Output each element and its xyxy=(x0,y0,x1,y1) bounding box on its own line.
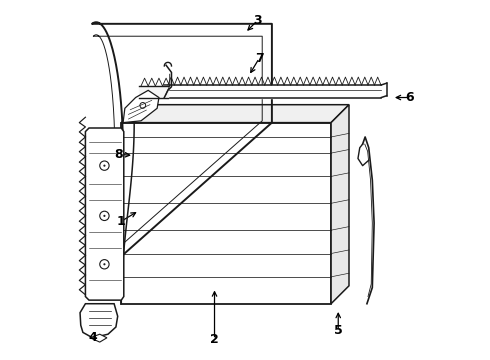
Text: 3: 3 xyxy=(253,14,262,27)
Text: 6: 6 xyxy=(406,91,414,104)
Polygon shape xyxy=(122,123,331,304)
Polygon shape xyxy=(90,334,107,342)
Polygon shape xyxy=(85,128,124,300)
Text: 4: 4 xyxy=(88,331,97,344)
Polygon shape xyxy=(331,105,349,304)
Text: 1: 1 xyxy=(117,215,125,228)
Text: 2: 2 xyxy=(210,333,219,346)
Text: 5: 5 xyxy=(334,324,343,337)
Circle shape xyxy=(103,215,105,217)
Text: 7: 7 xyxy=(255,51,264,64)
Polygon shape xyxy=(122,105,349,123)
Circle shape xyxy=(103,263,105,265)
Text: 8: 8 xyxy=(115,148,123,161)
Polygon shape xyxy=(80,304,118,338)
Polygon shape xyxy=(123,90,159,123)
Circle shape xyxy=(103,165,105,167)
